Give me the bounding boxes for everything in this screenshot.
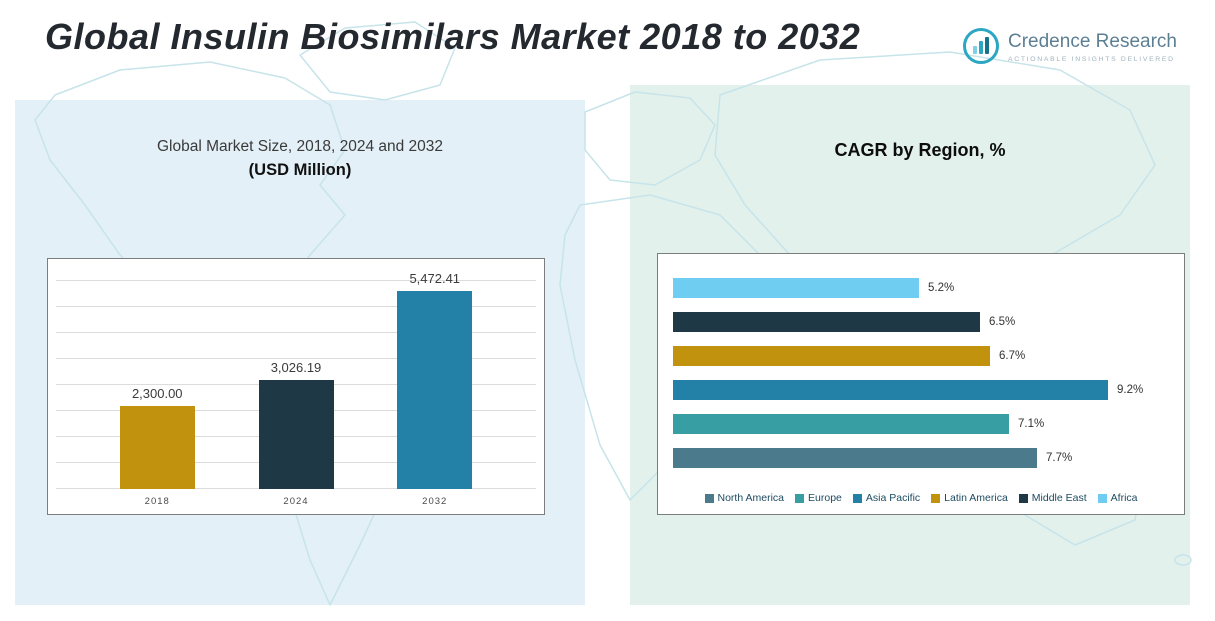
bar-2024: [258, 380, 334, 489]
legend-item-north-america: North America: [704, 492, 785, 504]
cagr-bar-africa: [673, 278, 919, 298]
bar-group-2018: 2,300.00 2018: [119, 386, 195, 507]
cagr-bar-north-america: [673, 448, 1037, 468]
legend-label: Middle East: [1031, 492, 1087, 504]
market-size-chart-title: Global Market Size, 2018, 2024 and 2032 …: [60, 138, 540, 180]
cagr-bar-latin-america: [673, 346, 990, 366]
cagr-value-label: 9.2%: [1117, 384, 1144, 396]
cagr-row-latin-america: 6.7%: [673, 346, 1169, 366]
market-size-title-line2: (USD Million): [248, 161, 352, 179]
cagr-value-label: 5.2%: [928, 282, 955, 294]
cagr-plot-area: 5.2% 6.5% 6.7% 9.2% 7.1% 7.7%: [673, 278, 1169, 482]
legend-label: Europe: [808, 492, 842, 504]
legend-item-africa: Africa: [1097, 492, 1138, 504]
legend-swatch: [795, 493, 805, 503]
legend-swatch: [852, 493, 862, 503]
legend-label: North America: [717, 492, 785, 504]
cagr-row-asia-pacific: 9.2%: [673, 380, 1169, 400]
legend-label: Latin America: [944, 492, 1008, 504]
bar-category-label: 2018: [144, 496, 170, 507]
cagr-bar-europe: [673, 414, 1009, 434]
cagr-bar-asia-pacific: [673, 380, 1108, 400]
legend-swatch: [1097, 493, 1107, 503]
market-size-plot-area: 2,300.00 2018 3,026.19 2024 5,472.41 2032: [56, 267, 536, 507]
bar-value-label: 2,300.00: [131, 386, 183, 401]
cagr-row-middle-east: 6.5%: [673, 312, 1169, 332]
cagr-value-label: 6.5%: [989, 316, 1016, 328]
page-title: Global Insulin Biosimilars Market 2018 t…: [45, 16, 861, 57]
logo-bar-tall: [985, 37, 989, 54]
bar-value-label: 3,026.19: [270, 360, 322, 375]
cagr-value-label: 7.1%: [1018, 418, 1045, 430]
cagr-row-africa: 5.2%: [673, 278, 1169, 298]
cagr-bar-middle-east: [673, 312, 980, 332]
logo-text: Credence Research Actionable Insights De…: [1008, 28, 1177, 63]
bar-category-label: 2024: [283, 496, 309, 507]
credence-research-logo: Credence Research Actionable Insights De…: [963, 28, 1177, 64]
bar-2032: [397, 291, 473, 489]
bar-value-label: 5,472.41: [409, 271, 461, 286]
cagr-value-label: 7.7%: [1046, 452, 1073, 464]
cagr-row-europe: 7.1%: [673, 414, 1169, 434]
legend-swatch: [704, 493, 714, 503]
legend-swatch: [931, 493, 941, 503]
logo-tagline: Actionable Insights Delivered: [1008, 56, 1175, 63]
cagr-chart: 5.2% 6.5% 6.7% 9.2% 7.1% 7.7% North America Eu…: [657, 253, 1185, 515]
market-size-title-line1: Global Market Size, 2018, 2024 and 2032: [156, 138, 444, 155]
cagr-value-label: 6.7%: [999, 350, 1026, 362]
bar-group-2032: 5,472.41 2032: [397, 271, 473, 507]
legend-item-middle-east: Middle East: [1018, 492, 1087, 504]
bar-category-label: 2032: [422, 496, 448, 507]
legend-label: Asia Pacific: [865, 492, 921, 504]
legend-label: Africa: [1110, 492, 1138, 504]
logo-name: Credence Research: [1008, 31, 1177, 52]
cagr-legend: North America Europe Asia Pacific Latin Ame…: [658, 492, 1184, 504]
cagr-chart-title: CAGR by Region, %: [834, 140, 1006, 160]
legend-item-latin-america: Latin America: [931, 492, 1008, 504]
bar-2018: [119, 406, 195, 489]
bar-group-2024: 3,026.19 2024: [258, 360, 334, 507]
logo-bar-small: [973, 46, 977, 54]
logo-bar-medium: [979, 41, 983, 54]
legend-item-asia-pacific: Asia Pacific: [852, 492, 921, 504]
legend-swatch: [1018, 493, 1028, 503]
bar-chart-logo-icon: [963, 28, 999, 64]
cagr-row-north-america: 7.7%: [673, 448, 1169, 468]
legend-item-europe: Europe: [795, 492, 842, 504]
market-size-chart: 2,300.00 2018 3,026.19 2024 5,472.41 2032: [47, 258, 545, 515]
